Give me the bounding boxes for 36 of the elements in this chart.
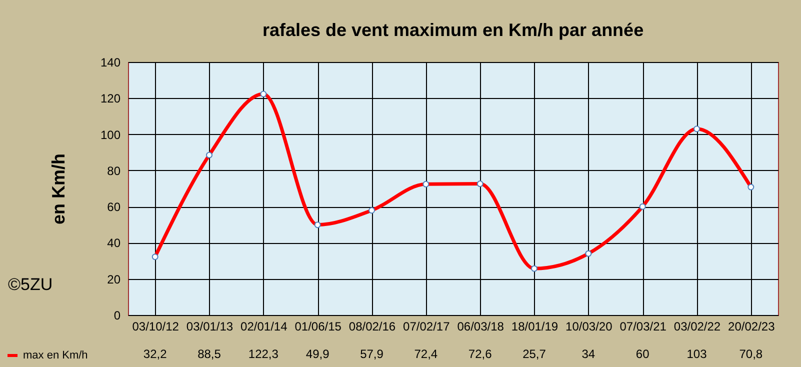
x-tick-label: 18/01/19 [511, 320, 558, 334]
data-label: 32,2 [143, 347, 168, 361]
y-tick-label: 0 [114, 308, 121, 322]
x-tick-label: 06/03/18 [457, 320, 504, 334]
y-tick-label: 100 [100, 128, 121, 142]
x-tick-label: 01/06/15 [294, 320, 342, 334]
x-tick-label: 07/03/21 [620, 320, 667, 334]
data-label: 72,6 [468, 347, 492, 361]
data-label: 88,5 [198, 347, 222, 361]
data-label: 70,8 [739, 347, 763, 361]
y-tick-label: 140 [100, 56, 121, 70]
x-tick-label: 02/01/14 [240, 320, 288, 334]
x-tick-label: 03/10/12 [132, 320, 180, 334]
data-label: 72,4 [414, 347, 438, 361]
x-tick-label: 10/03/20 [566, 320, 613, 334]
x-tick-label: 20/02/23 [728, 320, 776, 334]
legend-label: max en Km/h [23, 350, 88, 362]
x-tick-label: 07/02/17 [403, 320, 450, 334]
y-tick-label: 80 [107, 164, 121, 178]
x-tick-label: 08/02/16 [348, 320, 396, 334]
text: ©5ZU [8, 275, 53, 294]
data-label: 122,3 [248, 347, 279, 361]
data-label: 57,9 [360, 347, 384, 361]
y-axis-title: en Km/h [48, 153, 68, 225]
y-tick-label: 20 [107, 272, 121, 286]
data-label: 25,7 [522, 347, 546, 361]
y-tick-label: 60 [107, 200, 121, 214]
y-tick-label: 120 [100, 92, 121, 106]
data-label: 49,9 [306, 347, 330, 361]
x-tick-label: 03/01/13 [186, 320, 234, 334]
x-tick-label: 03/02/22 [674, 320, 721, 334]
data-label: 60 [636, 347, 650, 361]
data-label: 103 [686, 347, 708, 361]
y-tick-label: 40 [107, 236, 121, 250]
chart-title: rafales de vent maximum en Km/h par année [262, 20, 644, 40]
data-label: 34 [582, 347, 596, 361]
